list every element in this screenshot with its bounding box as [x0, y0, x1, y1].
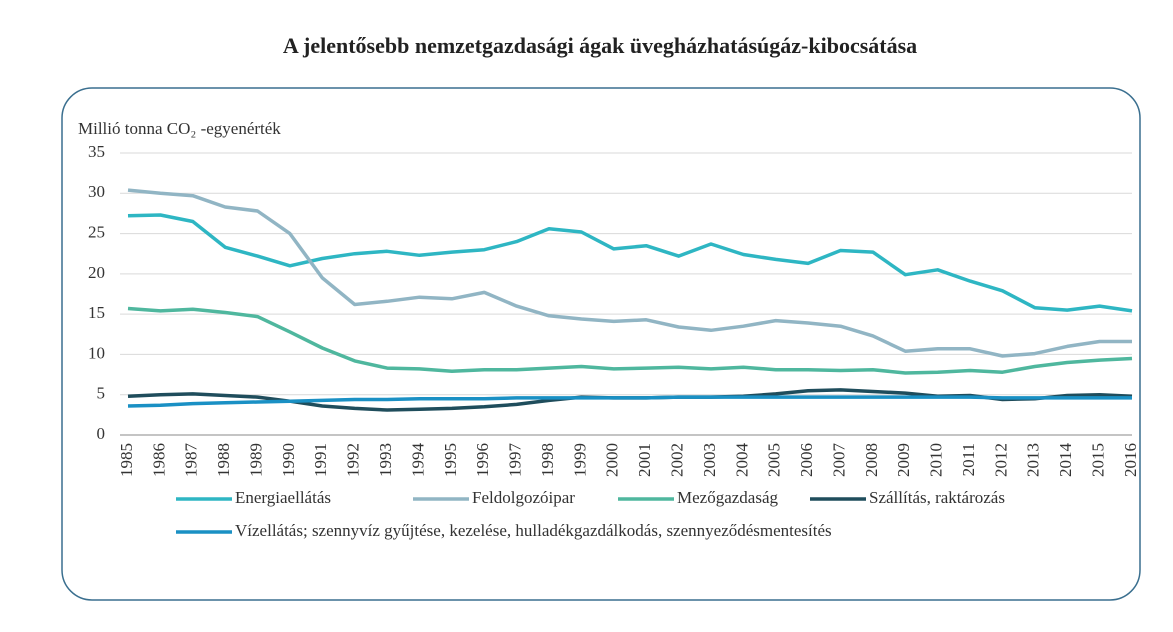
line-series: [127, 188, 1132, 358]
y-tick-label: 35: [88, 142, 105, 161]
x-tick-label: 2001: [635, 443, 654, 477]
y-tick-label: 25: [88, 222, 105, 241]
legend-label: Energiaellátás: [235, 488, 331, 507]
x-tick-label: 1991: [311, 443, 330, 477]
x-tick-label: 1997: [506, 443, 525, 478]
y-tick-label: 30: [88, 182, 105, 201]
x-tick-label: 2007: [829, 443, 848, 478]
chart-title: A jelentősebb nemzetgazdasági ágak üvegh…: [283, 33, 917, 58]
x-tick-label: 2009: [894, 443, 913, 477]
x-tick-label: 2013: [1024, 443, 1043, 477]
y-tick-label: 5: [97, 384, 106, 403]
y-axis-label: Millió tonna CO₂ -egyenérték: [78, 119, 281, 138]
x-tick-label: 2012: [991, 443, 1010, 477]
x-tick-label: 2014: [1056, 443, 1075, 478]
x-tick-label: 1994: [408, 443, 427, 478]
x-tick-label: 1999: [570, 443, 589, 477]
x-tick-label: 2008: [862, 443, 881, 477]
x-tick-label: 2010: [927, 443, 946, 477]
x-tick-label: 1995: [441, 443, 460, 477]
x-tick-label: 2011: [959, 443, 978, 476]
y-tick-label: 20: [88, 263, 105, 282]
x-tick-label: 2000: [603, 443, 622, 477]
x-tick-label: 1993: [376, 443, 395, 477]
x-tick-label: 2006: [797, 443, 816, 477]
x-tick-label: 2004: [732, 443, 751, 478]
x-tick-label: 1989: [246, 443, 265, 477]
legend-label: Feldolgozóipar: [472, 488, 575, 507]
y-tick-label: 0: [97, 424, 106, 443]
x-tick-label: 1998: [538, 443, 557, 477]
y-tick-label: 10: [88, 343, 105, 362]
x-tick-label: 1992: [344, 443, 363, 477]
x-tick-label: 1996: [473, 443, 492, 477]
x-tick-label: 2015: [1089, 443, 1108, 477]
frame: [61, 87, 1141, 601]
x-tick-label: 2002: [667, 443, 686, 477]
x-tick-label: 2016: [1121, 443, 1140, 477]
x-tick-label: 2005: [765, 443, 784, 477]
x-tick-label: 2003: [700, 443, 719, 477]
legend-label: Mezőgazdaság: [677, 488, 779, 507]
legend-label: Szállítás, raktározás: [869, 488, 1005, 507]
x-tick-label: 1987: [182, 443, 201, 478]
x-tick-label: 1985: [117, 443, 136, 477]
line-series: [127, 306, 1133, 375]
x-tick-label: 1990: [279, 443, 298, 477]
legend-label: Vízellátás; szennyvíz gyűjtése, kezelése…: [235, 521, 832, 540]
line-series: [127, 395, 1132, 408]
x-tick-label: 1986: [149, 443, 168, 477]
x-tick-label: 1988: [214, 443, 233, 477]
y-tick-label: 15: [88, 303, 105, 322]
line-series: [127, 213, 1133, 313]
